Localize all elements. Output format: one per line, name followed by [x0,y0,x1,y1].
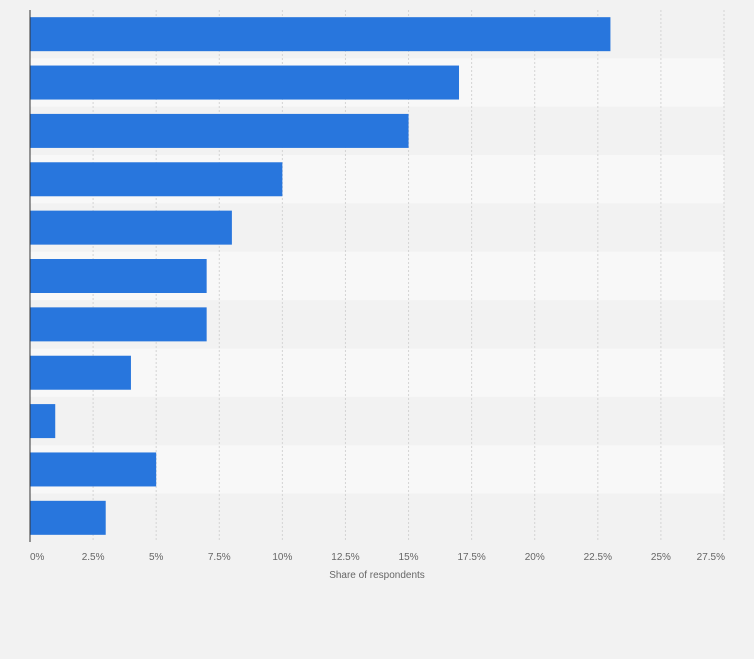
x-tick-label: 20% [525,552,545,563]
x-tick-label: 5% [149,552,164,563]
x-axis-ticks: 0% 2.5% 5% 7.5% 10% 12.5% 15% 17.5% 20% 22.5% 25% 2… [30,552,725,563]
row-band [30,493,724,542]
bars [30,17,611,535]
x-axis-title: Share of respondents [329,570,425,581]
x-tick-label: 10% [272,552,292,563]
x-tick-label: 27.5% [697,552,725,563]
bar[interactable] [30,259,207,293]
bar[interactable] [30,452,157,487]
bar[interactable] [30,17,611,52]
row-band [30,348,724,397]
bar[interactable] [30,162,283,197]
bar[interactable] [30,65,460,100]
x-tick-label: 12.5% [331,552,359,563]
bar[interactable] [30,307,207,342]
x-tick-label: 17.5% [457,552,485,563]
bar[interactable] [30,355,131,390]
x-tick-label: 15% [399,552,419,563]
bar[interactable] [30,210,232,245]
x-tick-label: 2.5% [82,552,105,563]
x-tick-label: 0% [30,552,45,563]
row-band [30,396,724,446]
x-tick-label: 7.5% [208,552,231,563]
x-tick-label: 25% [651,552,671,563]
bar[interactable] [30,404,56,439]
bar[interactable] [30,113,409,148]
x-tick-label: 22.5% [584,552,612,563]
bar[interactable] [30,500,106,535]
